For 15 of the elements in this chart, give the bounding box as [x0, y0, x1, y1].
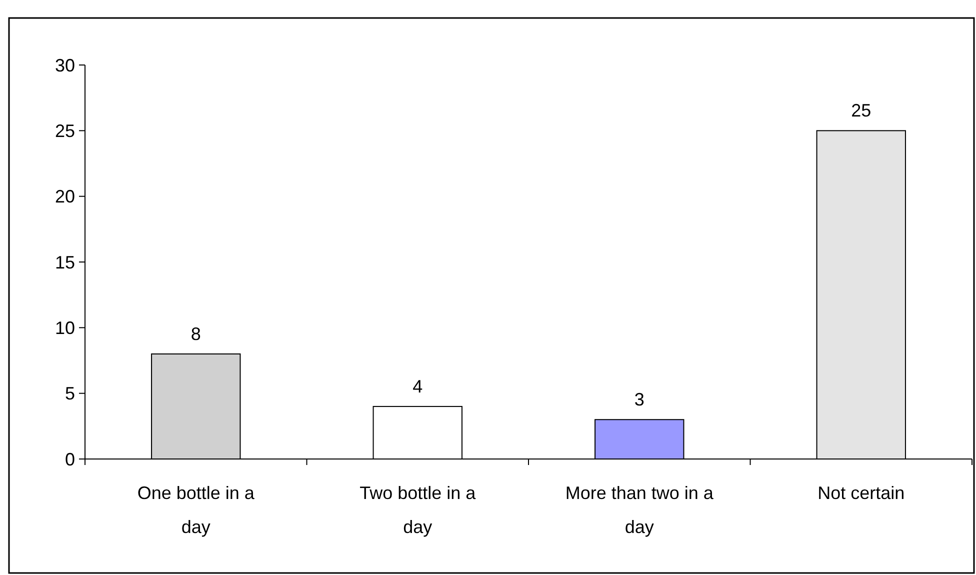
x-tick-label: Not certain — [818, 483, 905, 503]
y-tick-label: 0 — [64, 449, 75, 470]
data-label: 25 — [851, 100, 872, 121]
y-tick-label: 5 — [64, 384, 75, 404]
y-tick-label: 20 — [54, 186, 75, 207]
data-label: 4 — [412, 376, 423, 396]
data-label: 8 — [190, 324, 201, 344]
data-label: 3 — [634, 390, 644, 410]
x-tick-label: More than two in a day — [565, 483, 714, 537]
y-tick-label: 25 — [54, 120, 75, 141]
x-tick-label: Two bottle in a day — [360, 483, 477, 537]
y-tick-label: 30 — [54, 55, 75, 76]
y-tick-label: 15 — [54, 252, 75, 272]
x-tick-label: One bottle in a day — [137, 483, 256, 537]
y-tick-label: 10 — [54, 318, 75, 338]
